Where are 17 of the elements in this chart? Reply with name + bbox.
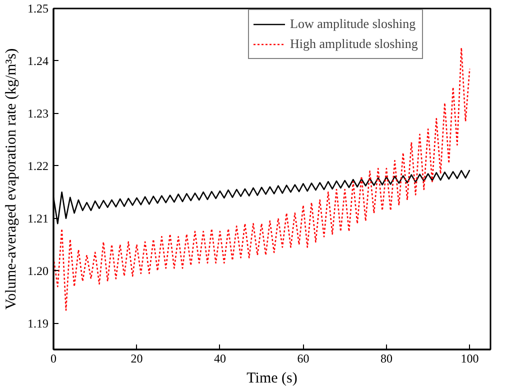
x-tick-label: 20 — [130, 352, 143, 366]
y-axis-title: Volume-averaged evaporation rate (kg/m³s) — [4, 48, 20, 310]
x-axis-title: Time (s) — [246, 370, 298, 386]
y-tick-label: 1.21 — [28, 211, 48, 226]
legend-label: High amplitude sloshing — [290, 36, 418, 52]
legend-label: Low amplitude sloshing — [290, 16, 416, 32]
x-tick-label: 60 — [297, 352, 310, 366]
x-tick-label: 100 — [460, 352, 479, 366]
x-tick-label: 40 — [214, 352, 226, 366]
y-tick-label: 1.23 — [28, 106, 48, 120]
x-tick-label: 80 — [380, 352, 392, 366]
y-tick-label: 1.20 — [28, 264, 48, 278]
y-tick-label: 1.25 — [28, 2, 48, 16]
y-tick-label: 1.22 — [28, 158, 48, 173]
x-tick-label: 0 — [50, 352, 56, 366]
y-tick-label: 1.19 — [28, 316, 48, 330]
y-tick-label: 1.24 — [28, 54, 48, 68]
